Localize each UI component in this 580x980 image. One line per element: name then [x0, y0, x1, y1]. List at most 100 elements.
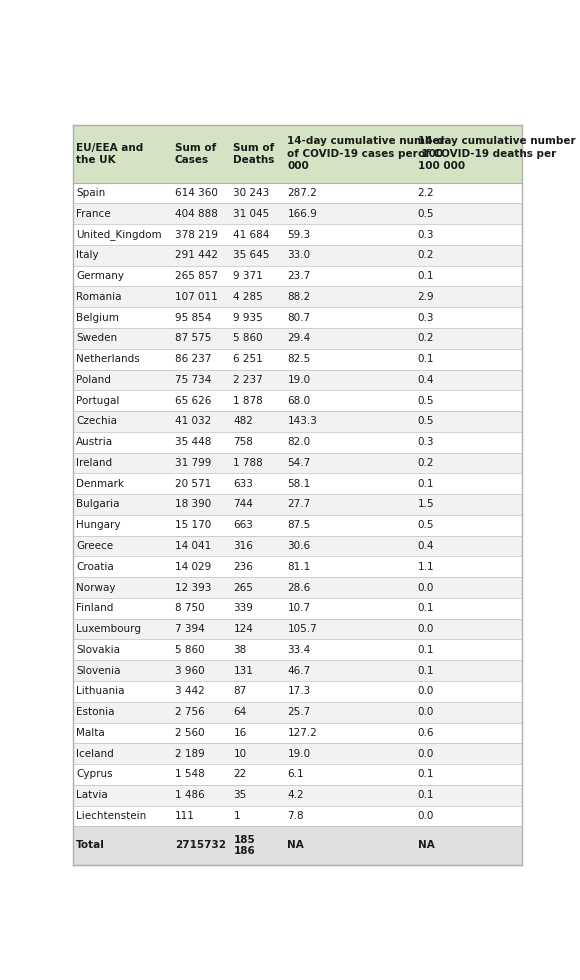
Text: 1 788: 1 788	[233, 458, 263, 468]
FancyBboxPatch shape	[72, 432, 522, 453]
FancyBboxPatch shape	[72, 328, 522, 349]
Text: 87.5: 87.5	[287, 520, 311, 530]
Text: 107 011: 107 011	[175, 292, 218, 302]
Text: 185
186: 185 186	[233, 835, 255, 857]
Text: United_Kingdom: United_Kingdom	[76, 229, 162, 240]
Text: 35 645: 35 645	[233, 250, 270, 261]
Text: 86 237: 86 237	[175, 354, 211, 365]
Text: 0.5: 0.5	[418, 520, 434, 530]
Text: 8 750: 8 750	[175, 604, 205, 613]
FancyBboxPatch shape	[72, 639, 522, 661]
Text: Netherlands: Netherlands	[76, 354, 140, 365]
FancyBboxPatch shape	[72, 349, 522, 369]
Text: 15 170: 15 170	[175, 520, 211, 530]
Text: 7 394: 7 394	[175, 624, 205, 634]
Text: 0.0: 0.0	[418, 708, 434, 717]
Text: 9 371: 9 371	[233, 271, 263, 281]
Text: 105.7: 105.7	[287, 624, 317, 634]
Text: 0.1: 0.1	[418, 665, 434, 675]
Text: 2 189: 2 189	[175, 749, 205, 759]
FancyBboxPatch shape	[72, 224, 522, 245]
Text: 0.1: 0.1	[418, 478, 434, 489]
Text: 33.4: 33.4	[287, 645, 311, 655]
Text: 31 045: 31 045	[233, 209, 270, 219]
Text: Romania: Romania	[76, 292, 122, 302]
Text: 0.1: 0.1	[418, 354, 434, 365]
Text: 10: 10	[233, 749, 246, 759]
Text: 265 857: 265 857	[175, 271, 218, 281]
Text: Sweden: Sweden	[76, 333, 117, 343]
Text: 287.2: 287.2	[287, 188, 317, 198]
Text: 0.3: 0.3	[418, 313, 434, 322]
Text: 64: 64	[233, 708, 246, 717]
Text: 131: 131	[233, 665, 253, 675]
Text: 127.2: 127.2	[287, 728, 317, 738]
Text: Bulgaria: Bulgaria	[76, 500, 119, 510]
FancyBboxPatch shape	[72, 618, 522, 639]
Text: 54.7: 54.7	[287, 458, 311, 468]
Text: 7.8: 7.8	[287, 810, 304, 821]
FancyBboxPatch shape	[72, 598, 522, 618]
Text: 59.3: 59.3	[287, 229, 311, 239]
Text: 0.1: 0.1	[418, 645, 434, 655]
Text: 10.7: 10.7	[287, 604, 310, 613]
Text: Latvia: Latvia	[76, 790, 108, 801]
FancyBboxPatch shape	[72, 286, 522, 307]
Text: 316: 316	[233, 541, 253, 551]
Text: 41 684: 41 684	[233, 229, 270, 239]
Text: 23.7: 23.7	[287, 271, 311, 281]
Text: Total: Total	[76, 841, 105, 851]
Text: NA: NA	[287, 841, 304, 851]
Text: Slovakia: Slovakia	[76, 645, 120, 655]
Text: 3 442: 3 442	[175, 686, 205, 697]
Text: Cyprus: Cyprus	[76, 769, 113, 779]
FancyBboxPatch shape	[72, 473, 522, 494]
Text: 1 486: 1 486	[175, 790, 205, 801]
Text: 18 390: 18 390	[175, 500, 211, 510]
Text: 1.5: 1.5	[418, 500, 434, 510]
Text: 87 575: 87 575	[175, 333, 211, 343]
Text: 33.0: 33.0	[287, 250, 310, 261]
Text: 1: 1	[233, 810, 240, 821]
Text: 5 860: 5 860	[233, 333, 263, 343]
Text: NA: NA	[418, 841, 434, 851]
Text: Germany: Germany	[76, 271, 124, 281]
Text: Malta: Malta	[76, 728, 105, 738]
FancyBboxPatch shape	[72, 536, 522, 557]
Text: 0.4: 0.4	[418, 541, 434, 551]
Text: 87: 87	[233, 686, 246, 697]
Text: 633: 633	[233, 478, 253, 489]
Text: 0.5: 0.5	[418, 396, 434, 406]
Text: 6.1: 6.1	[287, 769, 304, 779]
FancyBboxPatch shape	[72, 514, 522, 536]
Text: 143.3: 143.3	[287, 416, 317, 426]
FancyBboxPatch shape	[72, 557, 522, 577]
Text: 17.3: 17.3	[287, 686, 311, 697]
Text: 0.1: 0.1	[418, 790, 434, 801]
Text: Norway: Norway	[76, 582, 115, 593]
Text: 111: 111	[175, 810, 195, 821]
FancyBboxPatch shape	[72, 785, 522, 806]
Text: 25.7: 25.7	[287, 708, 311, 717]
Text: 0.0: 0.0	[418, 624, 434, 634]
Text: 0.1: 0.1	[418, 769, 434, 779]
Text: 58.1: 58.1	[287, 478, 311, 489]
Text: 19.0: 19.0	[287, 375, 310, 385]
Text: 2 237: 2 237	[233, 375, 263, 385]
Text: 82.0: 82.0	[287, 437, 310, 447]
Text: 35 448: 35 448	[175, 437, 211, 447]
Text: 291 442: 291 442	[175, 250, 218, 261]
Text: Croatia: Croatia	[76, 562, 114, 571]
Text: 80.7: 80.7	[287, 313, 310, 322]
Text: 339: 339	[233, 604, 253, 613]
Text: 124: 124	[233, 624, 253, 634]
Text: 2 756: 2 756	[175, 708, 205, 717]
Text: 14 029: 14 029	[175, 562, 211, 571]
Text: 0.5: 0.5	[418, 209, 434, 219]
Text: Italy: Italy	[76, 250, 99, 261]
Text: 1.1: 1.1	[418, 562, 434, 571]
Text: 20 571: 20 571	[175, 478, 211, 489]
Text: Luxembourg: Luxembourg	[76, 624, 141, 634]
Text: Czechia: Czechia	[76, 416, 117, 426]
Text: 0.3: 0.3	[418, 437, 434, 447]
